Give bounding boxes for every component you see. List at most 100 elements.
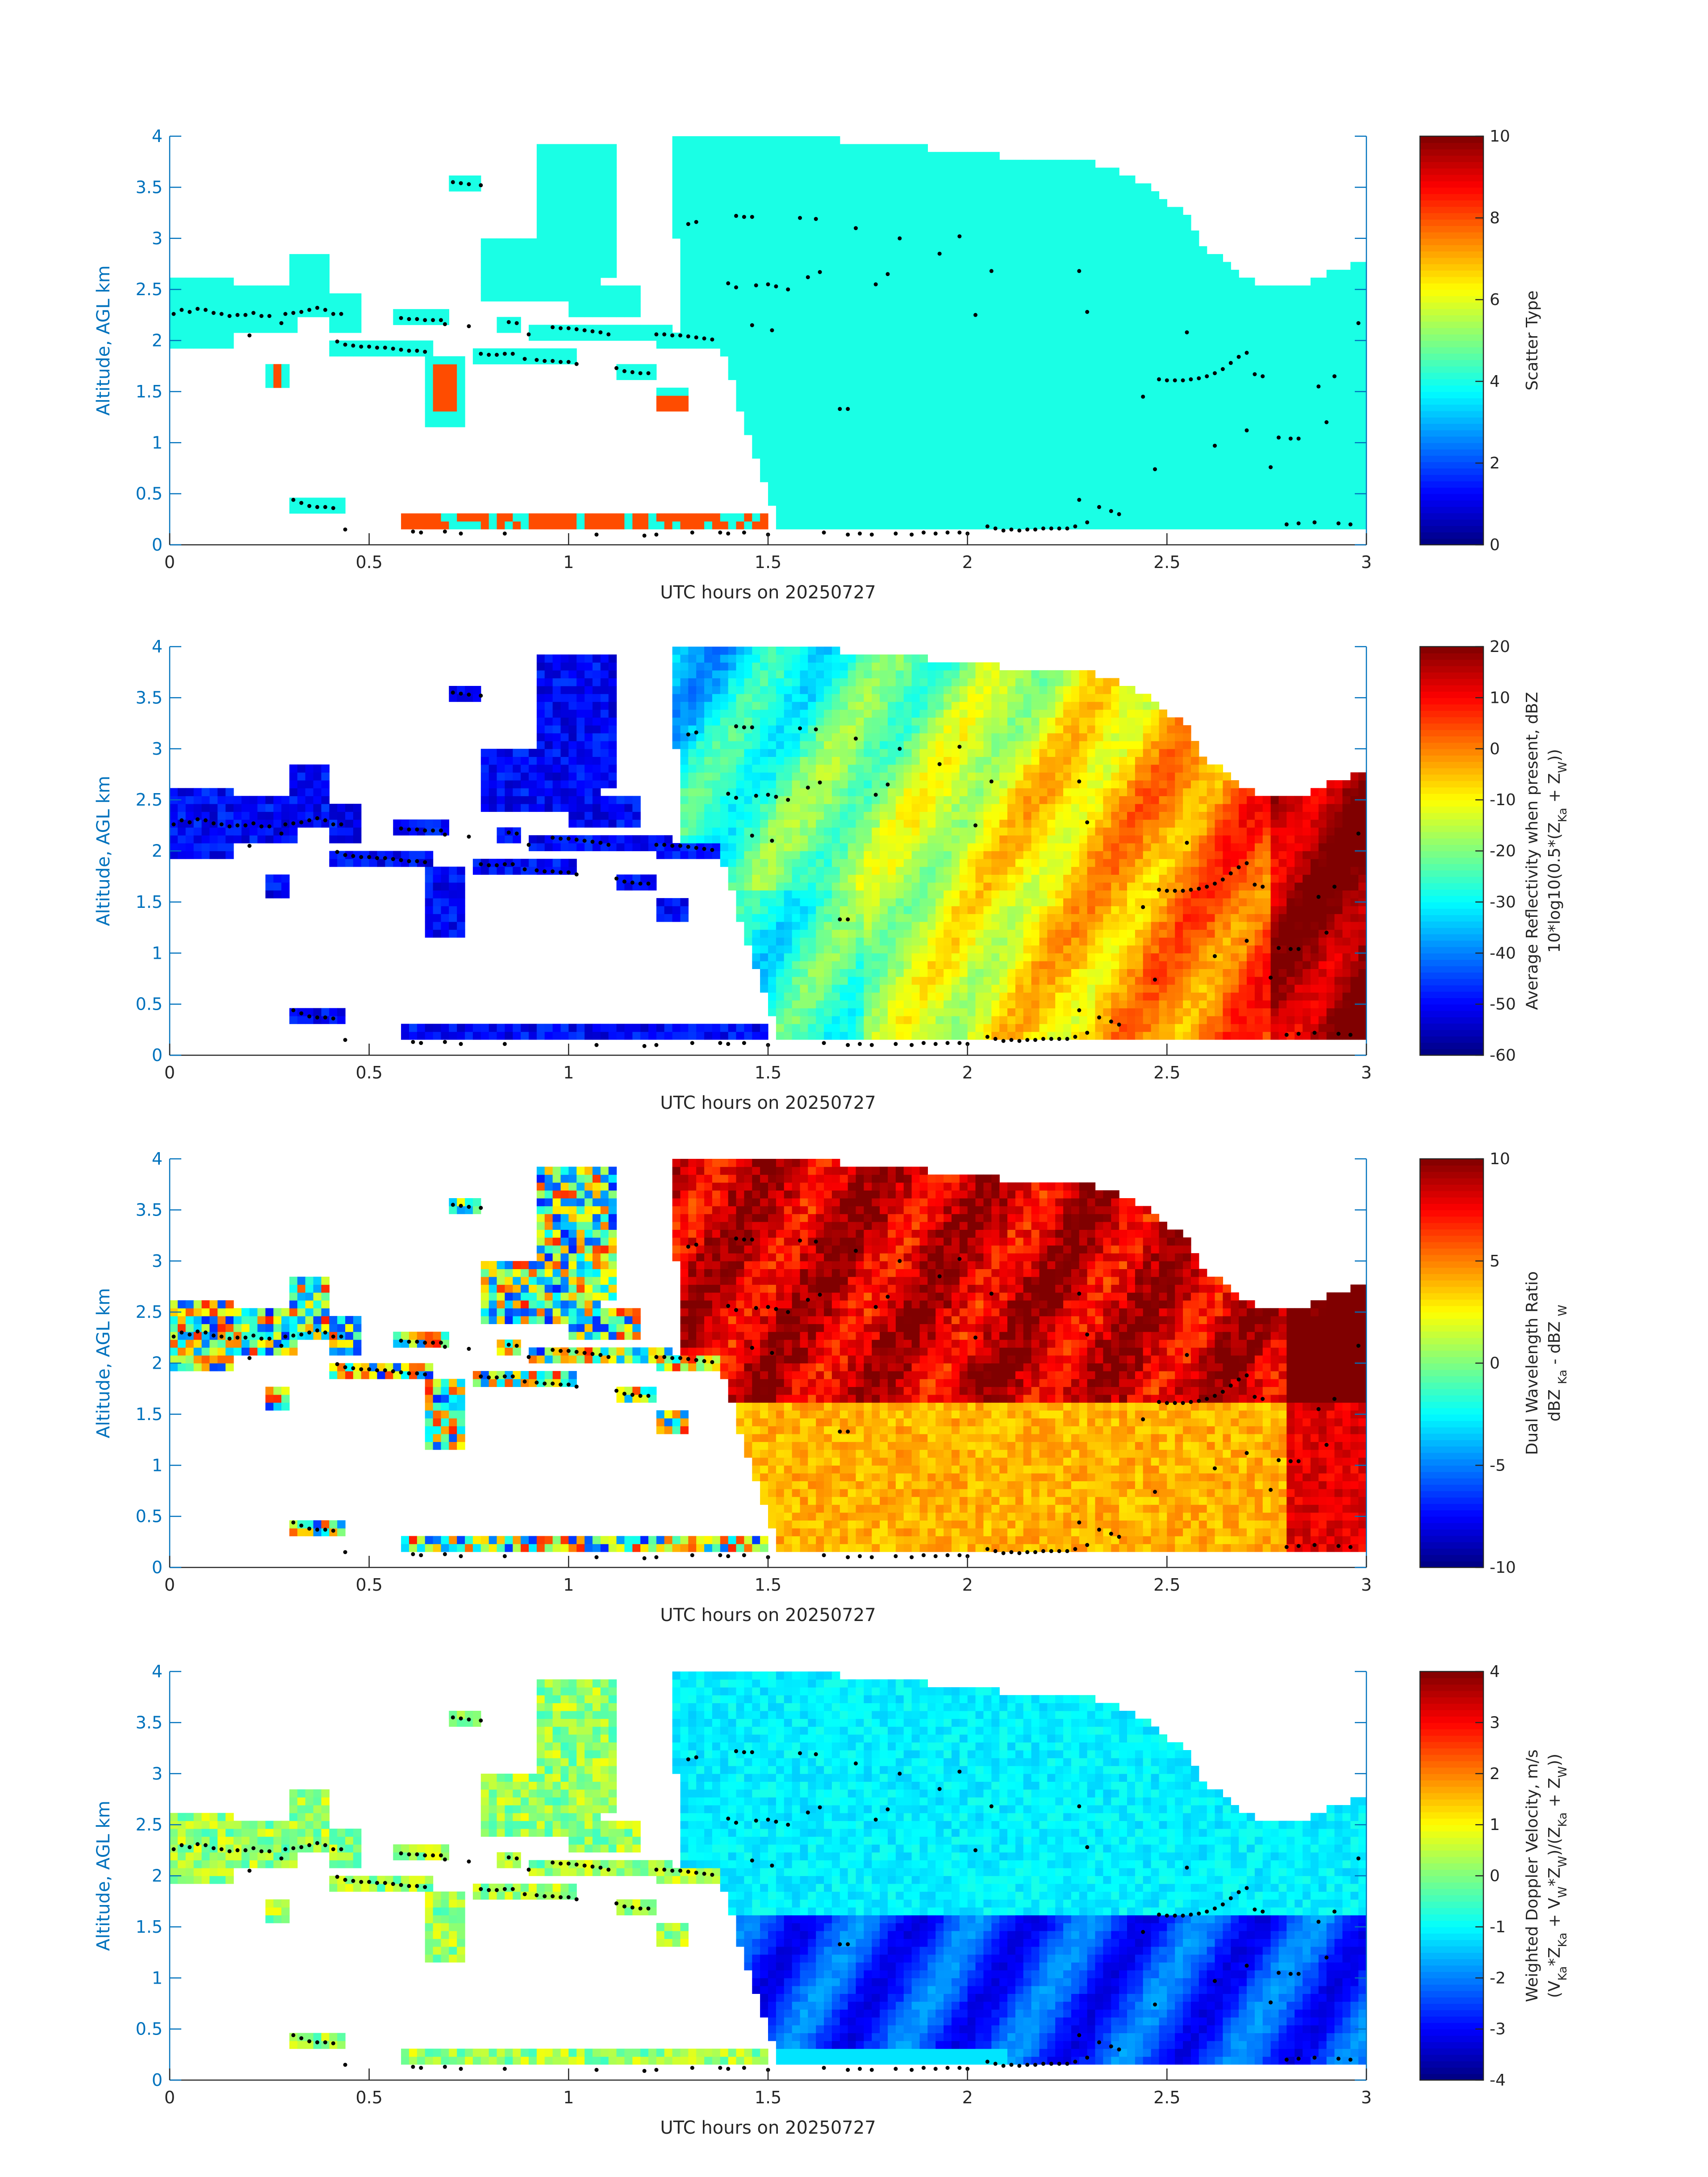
heatmap-cell <box>1159 293 1167 302</box>
heatmap-cell <box>792 450 801 459</box>
heatmap-cell <box>1039 277 1048 286</box>
heatmap-cell <box>1326 293 1335 302</box>
heatmap-cell <box>1199 497 1207 506</box>
heatmap-cell <box>1119 482 1128 490</box>
heatmap-cell <box>1190 270 1199 278</box>
heatmap-cell <box>1111 175 1119 184</box>
heatmap-cell <box>1079 380 1088 388</box>
heatmap-cell <box>808 191 816 200</box>
heatmap-cell <box>1190 403 1199 412</box>
heatmap-cell <box>505 293 513 302</box>
data-point <box>551 325 555 330</box>
heatmap-cell <box>808 506 816 514</box>
heatmap-cell <box>193 851 202 859</box>
heatmap-cell <box>1247 364 1255 372</box>
heatmap-cell <box>776 215 785 223</box>
heatmap-cell <box>999 411 1008 420</box>
heatmap-cell <box>536 521 545 530</box>
heatmap-cell <box>585 191 593 200</box>
heatmap-cell <box>888 450 896 459</box>
heatmap-cell <box>441 914 449 922</box>
heatmap-cell <box>1231 497 1239 506</box>
heatmap-cell <box>425 921 434 930</box>
heatmap-cell <box>185 788 194 796</box>
heatmap-cell <box>1087 317 1096 325</box>
heatmap-cell <box>1039 254 1048 263</box>
heatmap-cell <box>839 199 848 207</box>
heatmap-cell <box>409 340 418 349</box>
heatmap-cell <box>728 199 737 207</box>
heatmap-cell <box>975 443 984 451</box>
data-point <box>291 497 296 502</box>
heatmap-cell <box>935 489 944 498</box>
heatmap-cell <box>1190 482 1199 490</box>
heatmap-cell <box>177 827 186 836</box>
heatmap-cell <box>1039 356 1048 364</box>
heatmap-cell <box>1190 497 1199 506</box>
heatmap-cell <box>1167 238 1175 247</box>
heatmap-cell <box>927 230 936 239</box>
data-point <box>343 527 347 532</box>
heatmap-cell <box>185 301 194 309</box>
heatmap-cell <box>305 497 314 506</box>
colorbar-tick-label: 8 <box>1490 209 1500 227</box>
heatmap-cell <box>672 403 681 412</box>
heatmap-cell <box>760 136 768 145</box>
heatmap-cell <box>1310 340 1319 349</box>
heatmap-cell <box>1223 427 1231 435</box>
heatmap-cell <box>927 348 936 357</box>
heatmap-cell <box>816 419 824 427</box>
heatmap-cell <box>592 285 601 294</box>
heatmap-cell <box>864 521 872 530</box>
heatmap-cell <box>1023 489 1032 498</box>
heatmap-cell <box>1183 506 1191 514</box>
heatmap-cell <box>297 506 306 514</box>
heatmap-cell <box>1231 450 1239 459</box>
heatmap-cell <box>1087 238 1096 247</box>
heatmap-cell <box>744 238 752 247</box>
heatmap-cell <box>895 489 904 498</box>
heatmap-cell <box>1015 427 1024 435</box>
heatmap-cell <box>1103 277 1111 286</box>
heatmap-cell <box>911 466 920 475</box>
heatmap-cell <box>608 222 617 231</box>
data-point <box>734 213 738 218</box>
heatmap-cell <box>935 403 944 412</box>
heatmap-cell <box>999 254 1008 263</box>
heatmap-cell <box>1270 411 1279 420</box>
heatmap-cell <box>417 851 426 859</box>
heatmap-cell <box>1111 489 1119 498</box>
heatmap-cell <box>585 167 593 176</box>
y-tick-label: 2 <box>152 331 163 351</box>
heatmap-cell <box>1007 277 1016 286</box>
heatmap-cell <box>1190 466 1199 475</box>
heatmap-cell <box>792 340 801 349</box>
heatmap-cell <box>1207 356 1215 364</box>
heatmap-cell <box>1143 513 1152 522</box>
heatmap-cell <box>1063 356 1072 364</box>
heatmap-cell <box>505 285 513 294</box>
heatmap-cell <box>664 521 673 530</box>
heatmap-cell <box>273 874 282 883</box>
heatmap-cell <box>345 293 354 302</box>
heatmap-cell <box>1239 309 1247 318</box>
heatmap-cell <box>1055 167 1064 176</box>
heatmap-cell <box>1310 325 1319 333</box>
heatmap-cell <box>1007 458 1016 467</box>
heatmap-cell <box>792 191 801 200</box>
heatmap-cell <box>1342 301 1351 309</box>
heatmap-cell <box>872 230 880 239</box>
heatmap-cell <box>1143 270 1152 278</box>
heatmap-cell <box>1007 167 1016 176</box>
heatmap-cell <box>449 521 457 530</box>
heatmap-cell <box>1350 497 1359 506</box>
heatmap-cell <box>1350 489 1359 498</box>
heatmap-cell <box>911 419 920 427</box>
heatmap-cell <box>385 340 393 349</box>
data-point <box>443 529 447 534</box>
heatmap-cell <box>704 191 713 200</box>
heatmap-cell <box>1063 325 1072 333</box>
heatmap-cell <box>760 230 768 239</box>
heatmap-cell <box>170 340 178 349</box>
heatmap-cell <box>1127 443 1136 451</box>
